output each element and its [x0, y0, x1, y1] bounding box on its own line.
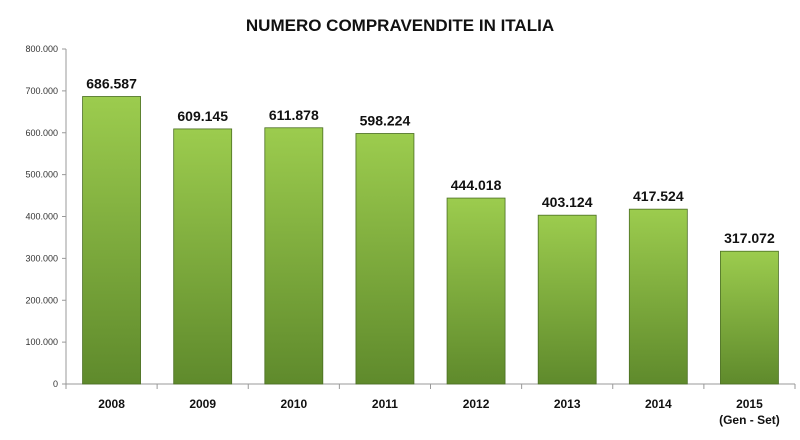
bar-2014: [628, 208, 688, 385]
x-tick-label: 2011: [372, 397, 398, 411]
bar-2009: [173, 128, 233, 385]
x-tick-label: 2010: [280, 397, 307, 411]
data-label: 609.145: [177, 108, 228, 124]
x-tick-label: 2008: [98, 397, 125, 411]
y-tick-label: 200.000: [25, 295, 58, 305]
bar-2013: [537, 214, 597, 385]
x-tick-label: 2012: [463, 397, 490, 411]
x-tick-label: 2013: [554, 397, 581, 411]
x-tick-label: 2009: [189, 397, 216, 411]
y-tick-label: 500.000: [25, 170, 58, 180]
data-label: 417.524: [633, 188, 684, 204]
x-tick-sublabel: (Gen - Set): [719, 413, 780, 427]
data-label: 317.072: [724, 230, 775, 246]
data-label: 686.587: [86, 75, 137, 91]
y-tick-label: 700.000: [25, 86, 58, 96]
y-tick-label: 100.000: [25, 337, 58, 347]
y-tick-label: 300.000: [25, 253, 58, 263]
x-tick-label: 2014: [645, 397, 672, 411]
y-tick-label: 800.000: [25, 44, 58, 54]
y-tick-label: 400.000: [25, 212, 58, 222]
data-label: 611.878: [269, 107, 319, 123]
y-tick-label: 600.000: [25, 128, 58, 138]
data-label: 403.124: [542, 194, 593, 210]
bar-2012: [446, 197, 506, 385]
y-tick-label: 0: [53, 379, 58, 389]
bar-2008: [82, 96, 141, 385]
label-layer: 686.587 2008 609.145 2009 611.878 2010 598.224…: [86, 75, 780, 427]
x-tick-label: 2015: [736, 397, 763, 411]
chart-title: NUMERO COMPRAVENDITE IN ITALIA: [246, 16, 554, 35]
data-label: 444.018: [451, 177, 502, 193]
bar-2011: [355, 133, 415, 385]
data-label: 598.224: [360, 112, 411, 128]
bar-2010: [264, 127, 324, 385]
bar-layer: [82, 96, 779, 385]
bar-2015: [720, 250, 779, 385]
